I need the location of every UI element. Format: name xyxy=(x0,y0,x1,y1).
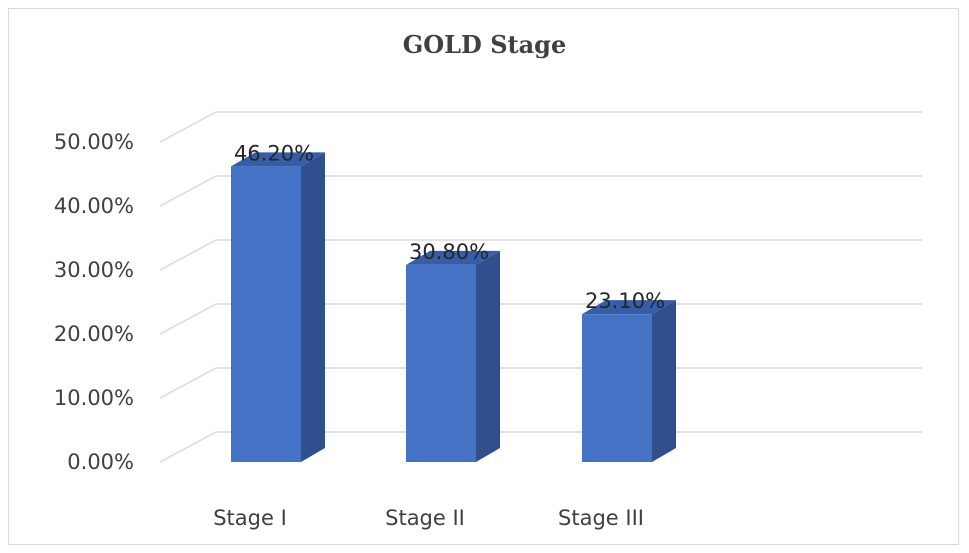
gridline-diagonal xyxy=(159,239,217,271)
bar-side xyxy=(652,300,676,462)
bar-top xyxy=(406,250,500,265)
bar-front xyxy=(582,314,652,462)
y-tick-label: 0.00% xyxy=(67,450,134,474)
data-label: 30.80% xyxy=(409,240,489,264)
bar xyxy=(406,250,500,462)
y-tick-label: 30.00% xyxy=(54,258,134,282)
gridline-diagonal xyxy=(159,303,217,335)
bar xyxy=(582,300,676,462)
bar-top xyxy=(231,152,325,167)
data-label: 23.10% xyxy=(585,289,665,313)
x-category-label: Stage III xyxy=(558,506,644,530)
chart-title: GOLD Stage xyxy=(402,30,567,59)
bar-side xyxy=(301,152,325,462)
gridline-diagonal xyxy=(159,431,217,463)
y-tick-label: 40.00% xyxy=(54,194,134,218)
gridline-diagonal xyxy=(159,175,217,207)
y-tick-label: 10.00% xyxy=(54,386,134,410)
y-tick-label: 50.00% xyxy=(54,130,134,154)
y-tick-label: 20.00% xyxy=(54,322,134,346)
gridlines xyxy=(159,111,922,463)
x-category-label: Stage I xyxy=(213,506,287,530)
x-category-label: Stage II xyxy=(385,506,465,530)
gridline-diagonal xyxy=(159,111,217,143)
data-label: 46.20% xyxy=(234,141,314,165)
bar-side xyxy=(476,250,500,462)
bar xyxy=(231,152,325,462)
bar-top xyxy=(582,300,676,315)
bar-front xyxy=(231,166,301,462)
gridline-diagonal xyxy=(159,367,217,399)
bars: 46.20% Stage I 30.80% Stage II 23.10% Stage I… xyxy=(213,141,676,530)
y-axis-ticks: 0.00% 10.00% 20.00% 30.00% 40.00% 50.00% xyxy=(54,130,134,474)
bar-front xyxy=(406,264,476,462)
